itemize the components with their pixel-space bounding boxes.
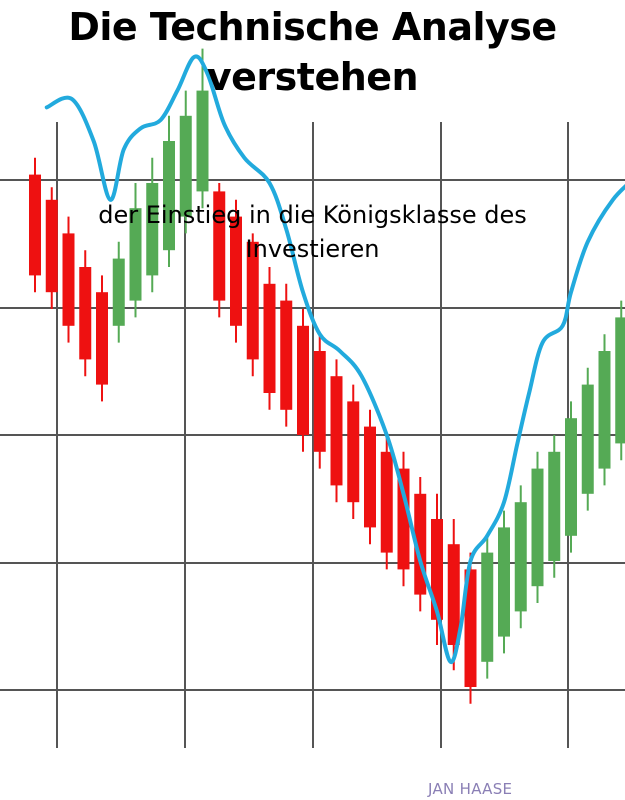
book-subtitle: der Einstieg in die Königsklasse des Inv… bbox=[0, 198, 625, 266]
candle-body bbox=[96, 292, 108, 385]
author-name: JAN HAASE bbox=[428, 780, 513, 798]
bearish-candle bbox=[213, 183, 226, 318]
title-line-2: verstehen bbox=[206, 55, 419, 99]
bearish-candle bbox=[230, 199, 242, 343]
bullish-candle bbox=[581, 367, 594, 511]
bullish-candle bbox=[498, 510, 510, 654]
bearish-candle bbox=[397, 451, 410, 587]
bearish-candle bbox=[79, 250, 92, 377]
bullish-candle bbox=[565, 401, 577, 553]
candle-body bbox=[565, 418, 577, 536]
bearish-candle bbox=[280, 283, 293, 427]
bullish-candle bbox=[129, 183, 142, 318]
candle-body bbox=[380, 451, 393, 553]
bearish-candle bbox=[330, 359, 343, 503]
moving-average-layer bbox=[44, 54, 625, 664]
candle-body bbox=[548, 451, 561, 561]
title-line-1: Die Technische Analyse bbox=[68, 5, 557, 49]
bearish-candle bbox=[45, 187, 58, 309]
bullish-candle bbox=[146, 157, 159, 293]
subtitle-line-2: Investieren bbox=[245, 235, 380, 263]
bullish-candle bbox=[196, 48, 209, 209]
candle-body bbox=[179, 115, 192, 217]
bullish-candle bbox=[548, 435, 561, 578]
bearish-candle bbox=[313, 334, 326, 469]
bearish-candle bbox=[297, 309, 309, 452]
candle-body bbox=[263, 283, 276, 393]
candle-body bbox=[531, 468, 544, 587]
candle-body bbox=[464, 569, 477, 687]
bearish-candle bbox=[347, 384, 360, 519]
candle-body bbox=[129, 208, 142, 301]
candle-body bbox=[297, 325, 309, 435]
candle-body bbox=[431, 519, 443, 620]
candle-body bbox=[481, 552, 494, 662]
candle-body bbox=[280, 300, 293, 410]
candle-body bbox=[397, 468, 410, 570]
bearish-candle bbox=[431, 493, 443, 645]
candle-body bbox=[230, 216, 242, 326]
bullish-candle bbox=[531, 451, 544, 603]
bearish-candle bbox=[380, 435, 393, 570]
bullish-candle bbox=[112, 241, 125, 343]
candle-body bbox=[364, 426, 376, 528]
candle-body bbox=[62, 233, 75, 326]
candle-body bbox=[196, 90, 209, 192]
moving-average-line bbox=[44, 54, 625, 664]
candle-body bbox=[598, 351, 611, 469]
bullish-candle bbox=[163, 115, 175, 267]
candle-body bbox=[615, 317, 625, 444]
bullish-candle bbox=[481, 535, 494, 679]
candle-body bbox=[45, 199, 58, 293]
candle-body bbox=[79, 267, 92, 360]
subtitle-line-1: der Einstieg in die Königsklasse des bbox=[98, 201, 527, 229]
candle-body bbox=[112, 258, 125, 326]
bearish-candle bbox=[62, 216, 75, 343]
candle-body bbox=[447, 544, 460, 645]
bullish-candle bbox=[615, 300, 625, 461]
bearish-candle bbox=[29, 157, 41, 293]
candle-body bbox=[163, 141, 175, 251]
bearish-candle bbox=[447, 519, 460, 671]
candle-body bbox=[498, 527, 510, 637]
candle-body bbox=[246, 241, 259, 360]
candle-body bbox=[29, 174, 41, 276]
candle-body bbox=[313, 351, 326, 452]
candles bbox=[29, 48, 625, 704]
candle-body bbox=[347, 401, 360, 503]
candle-body bbox=[146, 183, 159, 276]
bearish-candle bbox=[464, 552, 477, 704]
bullish-candle bbox=[514, 485, 527, 629]
candle-body bbox=[514, 502, 527, 612]
bearish-candle bbox=[364, 409, 376, 545]
book-title: Die Technische Analyse verstehen bbox=[0, 2, 625, 102]
bearish-candle bbox=[246, 233, 259, 377]
candle-body bbox=[213, 191, 226, 301]
bearish-candle bbox=[96, 275, 108, 402]
bullish-candle bbox=[179, 90, 192, 234]
candle-body bbox=[581, 384, 594, 494]
bullish-candle bbox=[598, 334, 611, 486]
candle-body bbox=[330, 376, 343, 486]
bearish-candle bbox=[263, 267, 276, 410]
